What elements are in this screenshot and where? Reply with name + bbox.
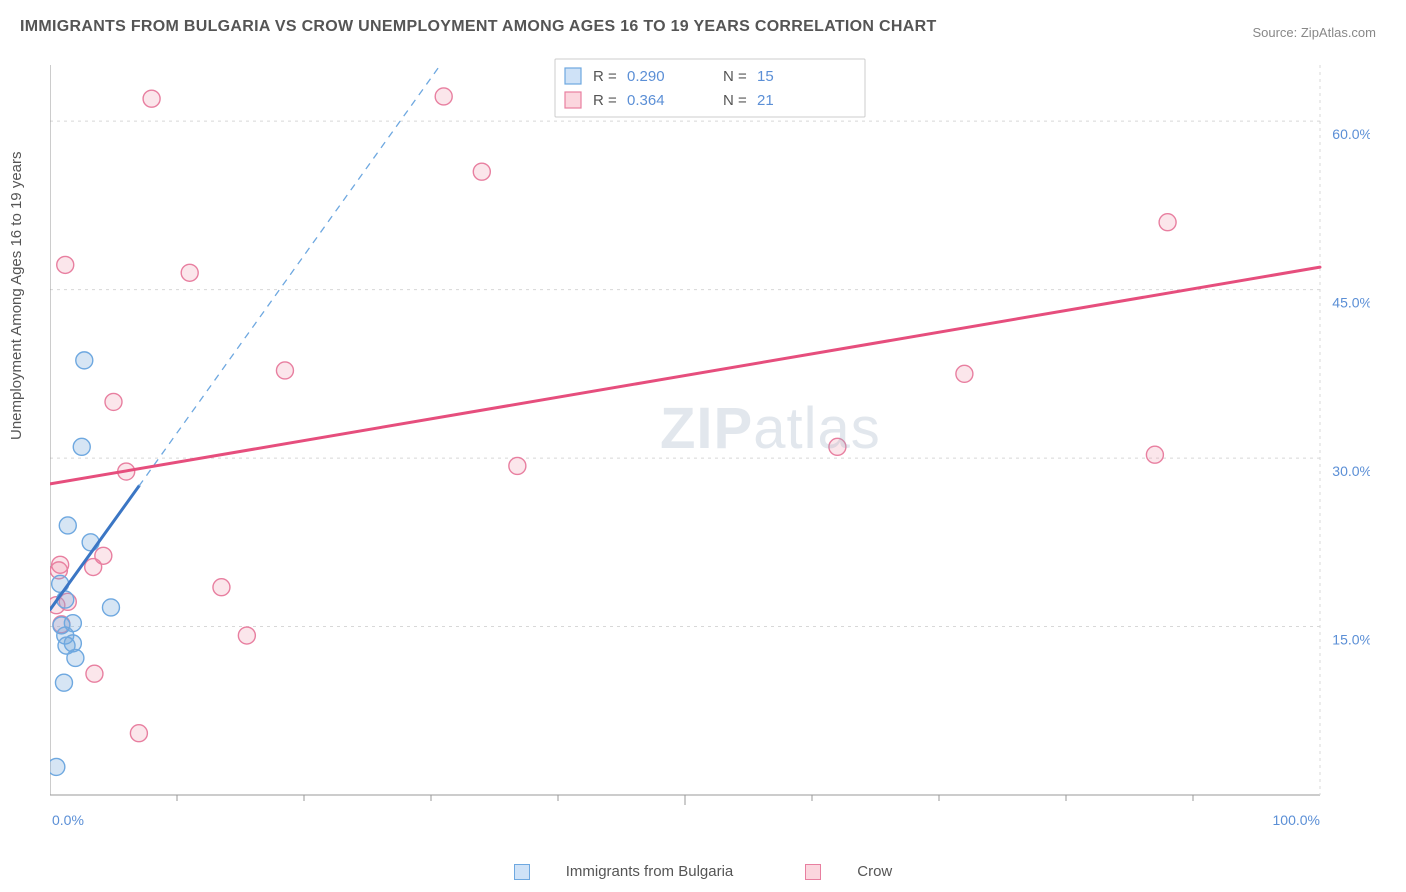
data-point [55,674,72,691]
y-tick-label: 15.0% [1332,632,1370,648]
chart-svg: 15.0% 30.0% 45.0% 60.0% 0.0% 100.0% R = 0.290 N … [50,55,1370,835]
data-point [435,88,452,105]
legend-swatch [565,68,581,84]
data-point [73,438,90,455]
data-point [57,591,74,608]
data-point [82,534,99,551]
data-point [64,615,81,632]
plot-area: 15.0% 30.0% 45.0% 60.0% 0.0% 100.0% R = 0.290 N … [50,55,1370,835]
data-point [102,599,119,616]
legend-n-label: N = [723,68,747,85]
y-tick-label: 30.0% [1332,463,1370,479]
data-point [59,517,76,534]
trend-line [50,486,139,610]
data-point [143,90,160,107]
x-tick-label-min: 0.0% [52,812,84,828]
source-prefix: Source: [1252,25,1300,40]
legend-n-value: 15 [757,68,774,85]
legend-swatch [805,864,821,880]
source-attribution: Source: ZipAtlas.com [1252,25,1376,40]
data-point [829,438,846,455]
data-point [1146,446,1163,463]
data-point [130,725,147,742]
legend-swatch [565,92,581,108]
chart-container: IMMIGRANTS FROM BULGARIA VS CROW UNEMPLO… [0,0,1406,892]
data-point [50,758,65,775]
data-point [956,365,973,382]
series-legend: Immigrants from Bulgaria Crow [0,863,1406,880]
trend-line [50,267,1320,484]
data-point [181,264,198,281]
legend-swatch [514,864,530,880]
data-point [95,547,112,564]
legend-r-label: R = [593,92,617,109]
legend-item: Immigrants from Bulgaria [496,863,752,880]
data-point [1159,214,1176,231]
legend-label: Crow [857,863,892,880]
data-point [509,457,526,474]
y-tick-label: 45.0% [1332,295,1370,311]
legend-item: Crow [787,863,910,880]
legend-n-label: N = [723,92,747,109]
source-name: ZipAtlas.com [1301,25,1376,40]
data-point [238,627,255,644]
data-point [57,256,74,273]
data-point [86,665,103,682]
data-point [105,393,122,410]
legend-r-value: 0.290 [627,68,665,85]
data-point [52,556,69,573]
legend-label: Immigrants from Bulgaria [566,863,734,880]
legend-r-value: 0.364 [627,92,665,109]
data-point [473,163,490,180]
legend-r-label: R = [593,68,617,85]
data-point [276,362,293,379]
x-tick-label-max: 100.0% [1273,812,1320,828]
data-point [213,579,230,596]
chart-title: IMMIGRANTS FROM BULGARIA VS CROW UNEMPLO… [20,18,937,36]
y-axis-label: Unemployment Among Ages 16 to 19 years [8,151,25,440]
legend-n-value: 21 [757,92,774,109]
y-tick-label: 60.0% [1332,126,1370,142]
data-point [76,352,93,369]
